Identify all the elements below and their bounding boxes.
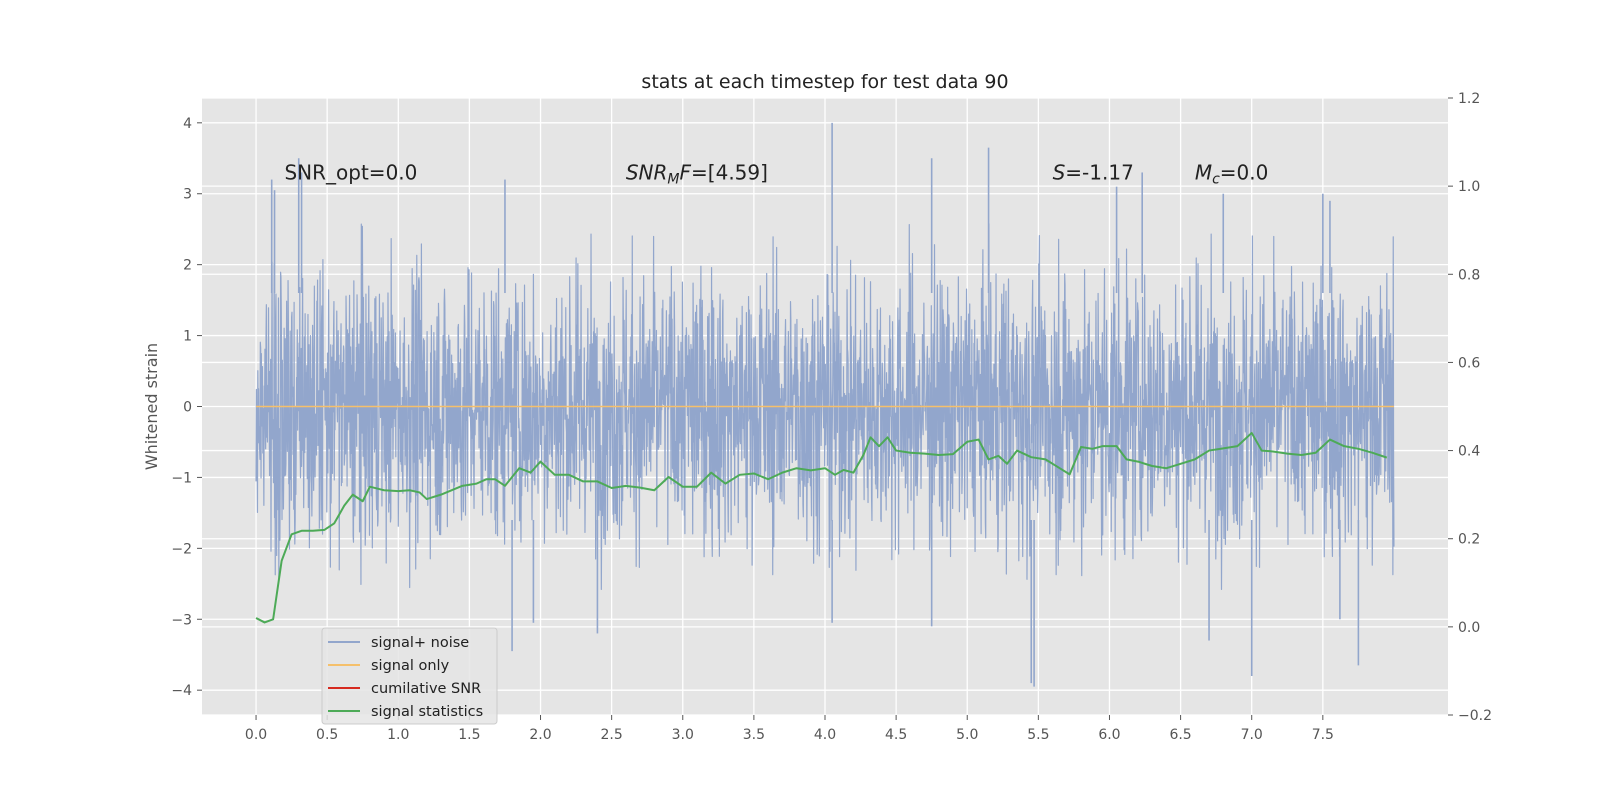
annotation-mc: Mc=0.0 bbox=[1195, 161, 1269, 188]
y-right-tick-label-2: 0.8 bbox=[1458, 267, 1480, 283]
x-tick-label-3: 1.5 bbox=[458, 727, 480, 743]
y-axis-label: Whitened strain bbox=[142, 343, 161, 470]
legend: signal+ noise signal only cumilative SNR si… bbox=[321, 627, 498, 725]
annotation-snr-mf-part-2: F bbox=[680, 161, 692, 185]
x-tick-label-11: 5.5 bbox=[1027, 727, 1049, 743]
y-right-tick-label-4: 0.4 bbox=[1458, 444, 1480, 460]
y-tick-label-8: −4 bbox=[171, 683, 192, 699]
y-tick-label-6: −2 bbox=[171, 541, 192, 557]
signal-noise-line bbox=[255, 223, 1395, 591]
annotations: SNR_opt=0.0 SNRMF=[4.59] S=-1.17 Mc=0.0 bbox=[284, 161, 1268, 188]
annotation-mc-part-2: =0.0 bbox=[1220, 161, 1269, 185]
x-tick-label-0: 0.0 bbox=[245, 727, 267, 743]
x-tick-label-9: 4.5 bbox=[885, 727, 907, 743]
axis-ticks: 0.0 0.5 1.0 1.5 2.0 2.5 3.0 3.5 4.0 4.5 5.0 5.5 6.0 6… bbox=[171, 91, 1492, 743]
annotation-s-stat-part-1: =-1.17 bbox=[1065, 161, 1134, 185]
x-tick-label-1: 0.5 bbox=[316, 727, 338, 743]
legend-box bbox=[321, 627, 498, 725]
annotation-s-stat-part-0: S bbox=[1053, 161, 1066, 185]
legend-label-0: signal+ noise bbox=[371, 635, 469, 651]
y-tick-label-3: 1 bbox=[183, 329, 192, 345]
y-right-tick-label-1: 1.0 bbox=[1458, 179, 1480, 195]
y-right-tick-label-0: 1.2 bbox=[1458, 91, 1480, 107]
x-tick-label-2: 1.0 bbox=[387, 727, 409, 743]
x-tick-label-12: 6.0 bbox=[1098, 727, 1120, 743]
annotation-snr-mf-part-0: SNR bbox=[626, 161, 668, 185]
signal-statistics-line bbox=[255, 431, 1388, 624]
x-tick-label-15: 7.5 bbox=[1312, 727, 1334, 743]
signal-noise-series bbox=[255, 122, 1395, 687]
annotation-s-stat: S=-1.17 bbox=[1053, 161, 1134, 185]
legend-label-2: cumilative SNR bbox=[371, 681, 481, 697]
annotation-mc-part-1: c bbox=[1212, 172, 1220, 188]
y-tick-label-4: 0 bbox=[183, 400, 192, 416]
annotation-snr-opt-part-0: SNR_opt=0.0 bbox=[284, 161, 417, 185]
y-right-tick-label-6: 0.0 bbox=[1458, 620, 1480, 636]
x-tick-label-13: 6.5 bbox=[1169, 727, 1191, 743]
x-tick-label-5: 2.5 bbox=[601, 727, 623, 743]
y-tick-label-5: −1 bbox=[171, 470, 192, 486]
annotation-snr-mf-part-3: =[4.59] bbox=[691, 161, 768, 185]
annotation-snr-opt: SNR_opt=0.0 bbox=[284, 161, 417, 185]
y-right-tick-label-5: 0.2 bbox=[1458, 532, 1480, 548]
chart-title: stats at each timestep for test data 90 bbox=[641, 71, 1008, 93]
x-tick-label-6: 3.0 bbox=[672, 727, 694, 743]
x-tick-label-7: 3.5 bbox=[743, 727, 765, 743]
x-tick-label-8: 4.0 bbox=[814, 727, 836, 743]
annotation-snr-mf-part-1: M bbox=[667, 172, 679, 188]
y-tick-label-0: 4 bbox=[183, 116, 192, 132]
y-tick-label-2: 2 bbox=[183, 258, 192, 274]
x-tick-label-4: 2.0 bbox=[529, 727, 551, 743]
annotation-snr-mf: SNRMF=[4.59] bbox=[626, 161, 768, 188]
y-tick-label-7: −3 bbox=[171, 612, 192, 628]
annotation-mc-part-0: M bbox=[1195, 161, 1212, 185]
line-series-layer bbox=[255, 405, 1394, 624]
legend-label-3: signal statistics bbox=[371, 704, 483, 720]
x-tick-label-10: 5.0 bbox=[956, 727, 978, 743]
legend-label-1: signal only bbox=[371, 658, 450, 674]
y-right-tick-label-7: −0.2 bbox=[1458, 708, 1492, 724]
y-tick-label-1: 3 bbox=[183, 187, 192, 203]
y-right-tick-label-3: 0.6 bbox=[1458, 355, 1480, 371]
x-tick-label-14: 7.0 bbox=[1241, 727, 1263, 743]
